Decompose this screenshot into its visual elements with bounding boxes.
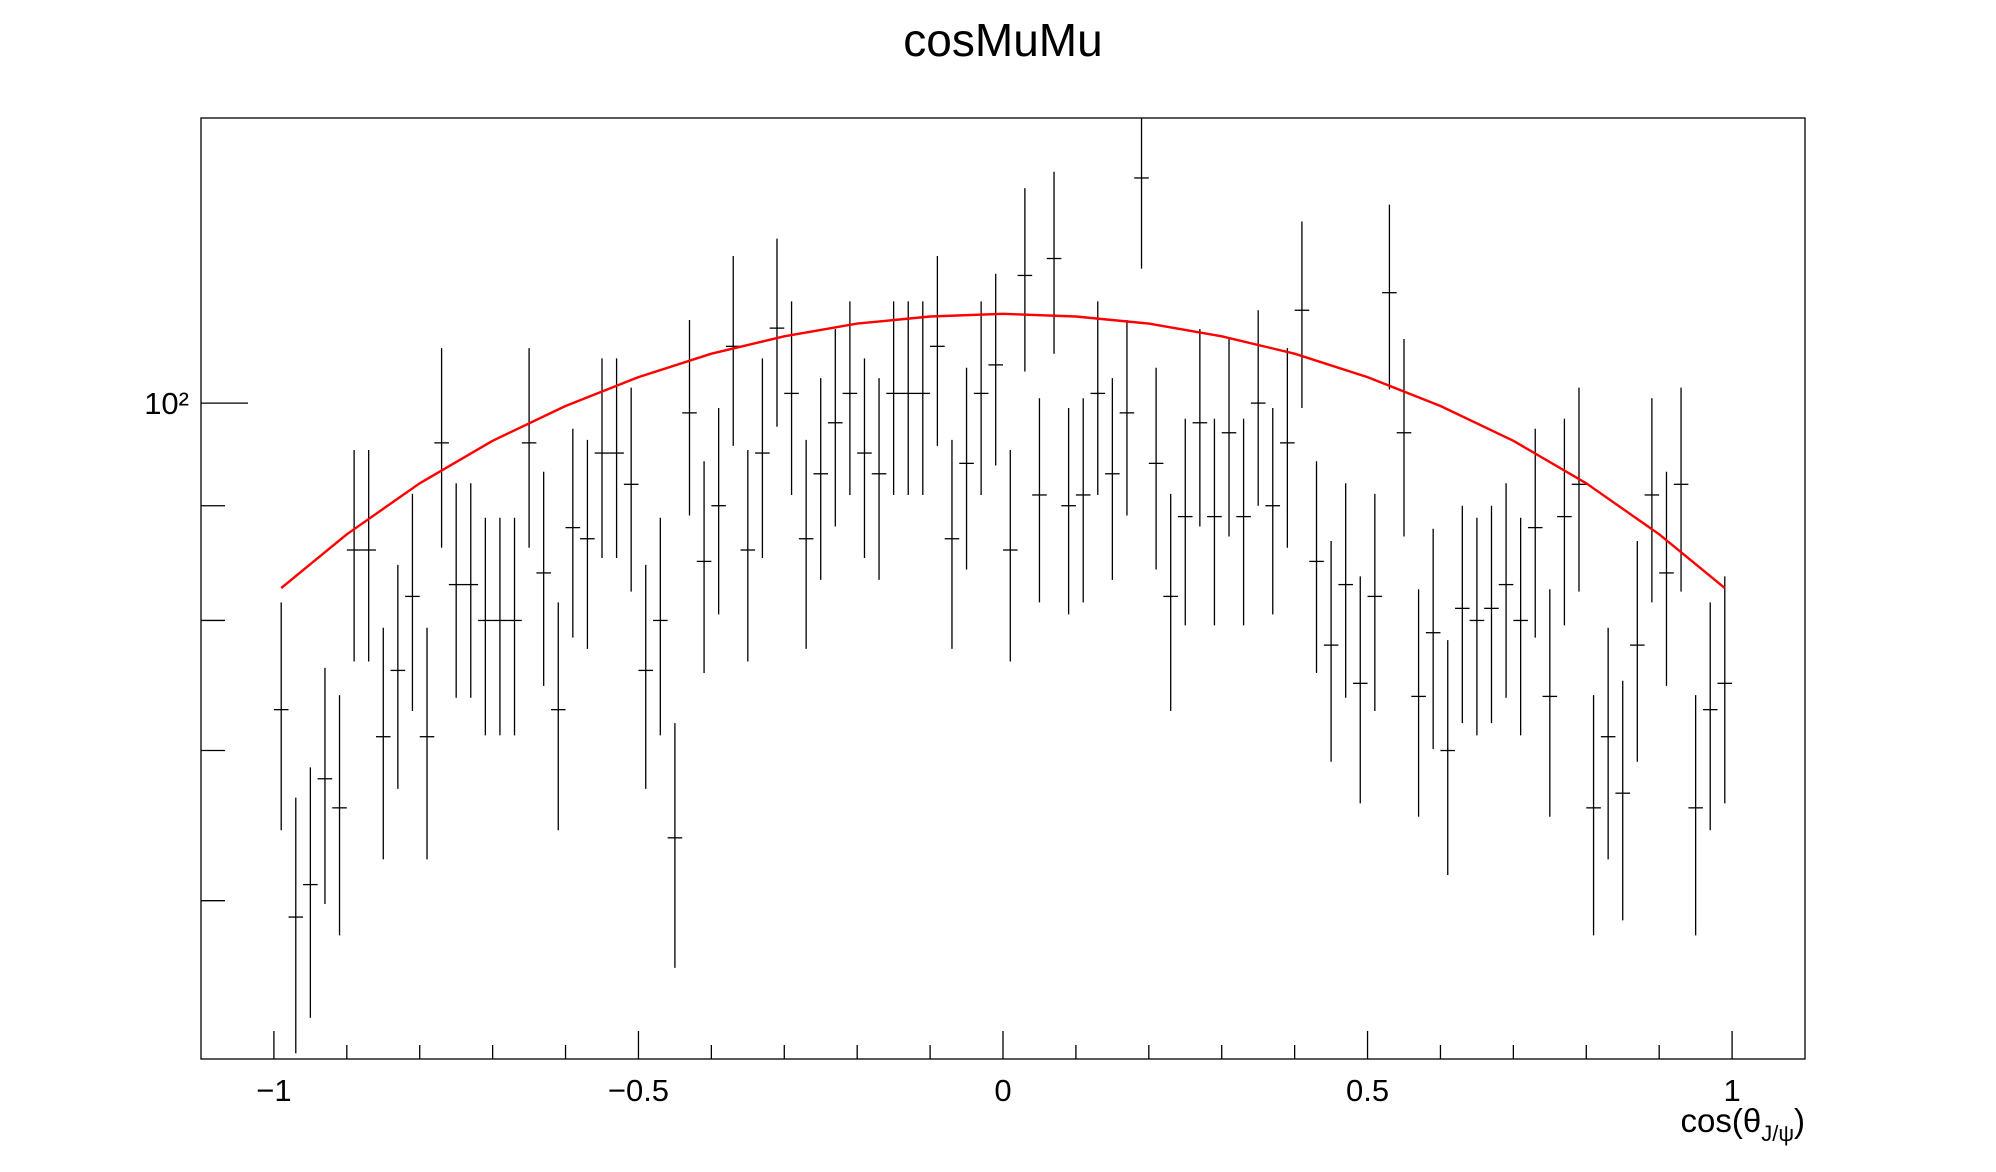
x-axis-label-part: cos(θ [1681,1102,1762,1139]
chart-title: cosMuMu [903,14,1102,66]
x-tick-label: −1 [256,1073,291,1108]
x-axis-label-sub: J/ψ [1761,1121,1794,1146]
x-tick-label: −0.5 [608,1073,669,1108]
fit-curve [280,312,1726,590]
y-tick-label: 10² [144,386,189,421]
x-axis-label: cos(θJ/ψ) [1681,1102,1806,1146]
x-axis-label-part: ) [1794,1102,1805,1139]
x-tick-label: 0 [994,1073,1011,1108]
x-tick-label: 0.5 [1346,1073,1389,1108]
x-tick-label: 1 [1723,1073,1740,1108]
